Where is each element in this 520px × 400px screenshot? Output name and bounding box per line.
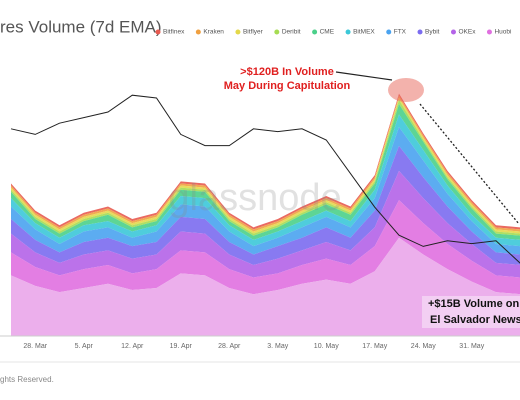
x-tick-label: 19. Apr: [170, 343, 193, 350]
chart-title: res Volume (7d EMA): [0, 17, 162, 36]
watermark: glassnode: [168, 177, 341, 219]
legend-swatch: [274, 29, 280, 35]
legend-label: FTX: [394, 29, 407, 36]
x-tick-label: 5. Apr: [75, 343, 94, 350]
legend-swatch: [417, 29, 423, 35]
x-tick-label: 12. Apr: [121, 343, 144, 350]
legend-label: Kraken: [203, 29, 224, 36]
legend-swatch: [312, 29, 318, 35]
x-tick-label: 24. May: [411, 343, 436, 350]
x-tick-label: 28. Mar: [23, 343, 47, 350]
area: [11, 170, 520, 278]
footer: ghts Reserved.: [0, 375, 54, 384]
x-tick-label: 10. May: [314, 343, 339, 350]
legend-label: Deribit: [282, 29, 301, 36]
legend-swatch: [386, 29, 392, 35]
arrow: [335, 71, 393, 81]
annotation: May During Capitulation: [224, 80, 351, 92]
annotation: +$15B Volume on: [428, 298, 519, 310]
x-tick-label: 31. May: [459, 343, 484, 350]
areas: [11, 93, 520, 336]
area: [11, 127, 520, 255]
area: [11, 200, 520, 295]
x-tick-label: 17. May: [362, 343, 387, 350]
legend-swatch: [195, 29, 201, 35]
annotation-bg: [422, 296, 520, 328]
x-tick-label: 28. Apr: [218, 343, 241, 350]
legend-label: Bybit: [425, 29, 440, 36]
legend-label: Bitflyer: [243, 29, 264, 36]
legend-label: BitMEX: [353, 29, 375, 36]
area: [11, 145, 520, 265]
legend-swatch: [345, 29, 351, 35]
price-line: [10, 94, 520, 264]
x-tick-label: 3. May: [267, 343, 289, 350]
legend-label: CME: [320, 29, 335, 36]
legend-swatch: [450, 29, 456, 35]
annotation: El Salvador News: [430, 314, 520, 326]
highlight: [388, 78, 424, 102]
area: [11, 237, 520, 336]
legend-label: Bitfinex: [163, 29, 185, 36]
legend-swatch: [486, 29, 492, 35]
legend-swatch: [155, 29, 161, 35]
legend-label: Huobi: [494, 29, 511, 36]
annotation: >$120B In Volume: [240, 66, 334, 78]
legend-swatch: [235, 29, 241, 35]
trend-line: [419, 103, 520, 225]
legend-label: OKEx: [458, 29, 476, 36]
